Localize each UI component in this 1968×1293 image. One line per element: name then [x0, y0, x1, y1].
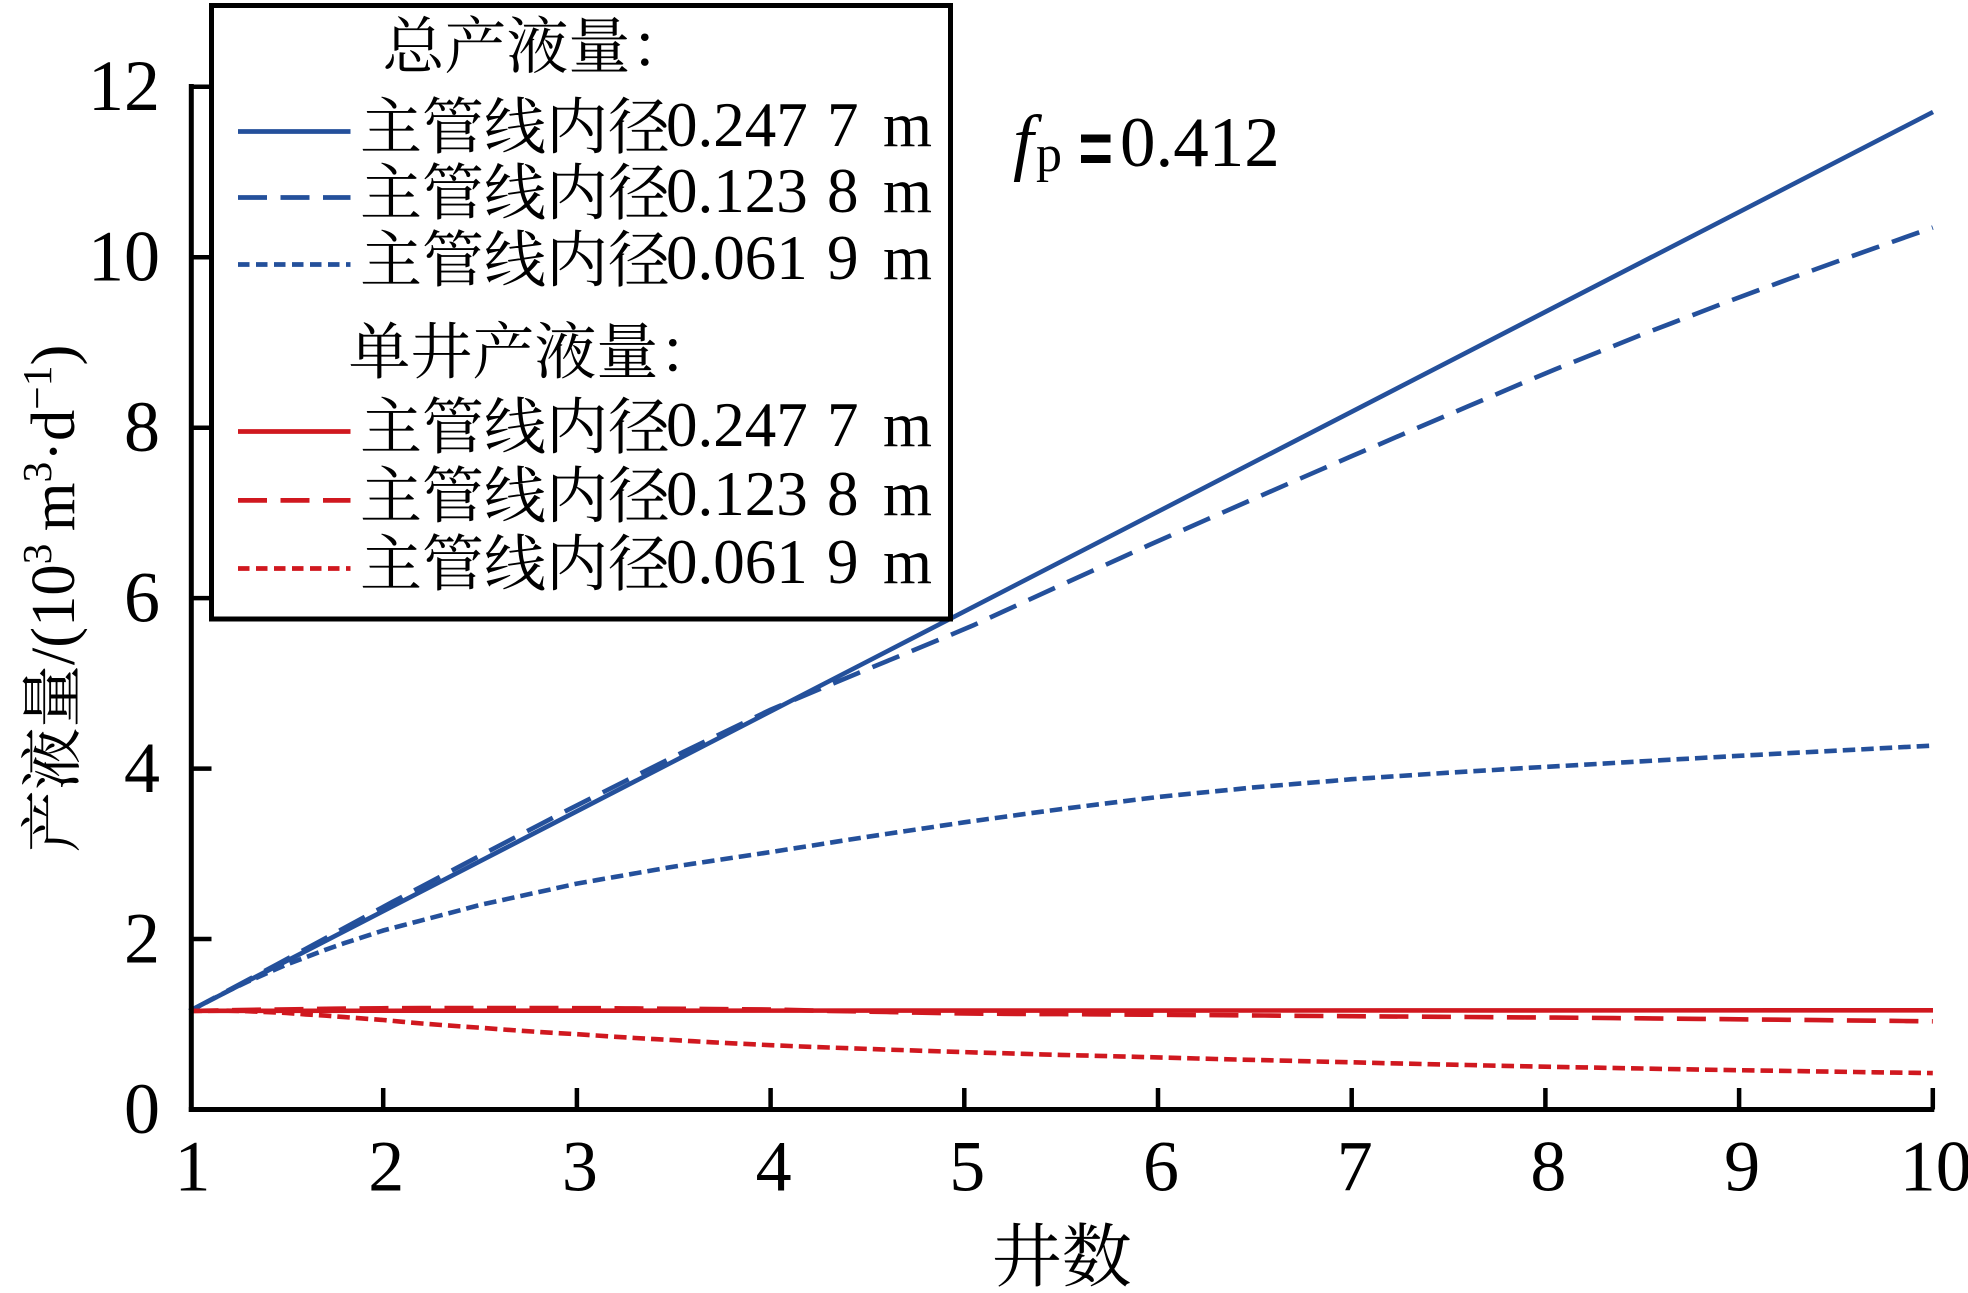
svg-text:7: 7: [1337, 1127, 1373, 1207]
svg-text:0.123: 0.123: [666, 459, 808, 529]
svg-text:4: 4: [124, 728, 160, 808]
svg-text:9: 9: [1724, 1127, 1760, 1207]
svg-text:3: 3: [562, 1127, 598, 1207]
svg-text:0.123: 0.123: [666, 156, 808, 226]
svg-text:0.061: 0.061: [666, 527, 808, 597]
svg-text:0: 0: [124, 1069, 160, 1149]
svg-text:1: 1: [175, 1127, 211, 1207]
svg-text:0.247: 0.247: [666, 390, 808, 460]
svg-text:5: 5: [949, 1127, 985, 1207]
svg-text:m: m: [883, 459, 932, 529]
svg-text:m: m: [883, 223, 932, 293]
svg-text:m: m: [883, 156, 932, 226]
svg-text:0.247: 0.247: [666, 90, 808, 160]
svg-text:9: 9: [827, 223, 859, 293]
svg-text:8: 8: [1530, 1127, 1566, 1207]
svg-text:2: 2: [368, 1127, 404, 1207]
svg-text:9: 9: [827, 527, 859, 597]
svg-text:7: 7: [827, 90, 859, 160]
svg-text:6: 6: [124, 558, 160, 638]
svg-text:p: p: [1036, 126, 1062, 183]
svg-text:m: m: [883, 90, 932, 160]
svg-text:0.061: 0.061: [666, 223, 808, 293]
svg-text:2: 2: [124, 899, 160, 979]
svg-text:4: 4: [756, 1127, 792, 1207]
svg-text:10: 10: [88, 217, 160, 297]
svg-text:7: 7: [827, 390, 859, 460]
svg-text:12: 12: [88, 46, 160, 126]
svg-text:8: 8: [827, 459, 859, 529]
svg-text:0.412: 0.412: [1120, 104, 1280, 182]
svg-text:10: 10: [1900, 1127, 1968, 1207]
svg-text:6: 6: [1143, 1127, 1179, 1207]
svg-text:8: 8: [124, 387, 160, 467]
svg-text:m: m: [883, 527, 932, 597]
svg-text:8: 8: [827, 156, 859, 226]
svg-text:m: m: [883, 390, 932, 460]
